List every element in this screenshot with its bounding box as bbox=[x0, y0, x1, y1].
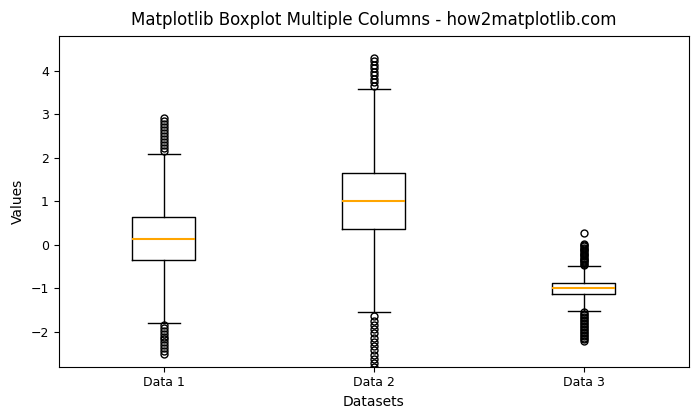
Title: Matplotlib Boxplot Multiple Columns - how2matplotlib.com: Matplotlib Boxplot Multiple Columns - ho… bbox=[131, 11, 617, 29]
Y-axis label: Values: Values bbox=[11, 179, 25, 224]
X-axis label: Datasets: Datasets bbox=[343, 395, 405, 409]
